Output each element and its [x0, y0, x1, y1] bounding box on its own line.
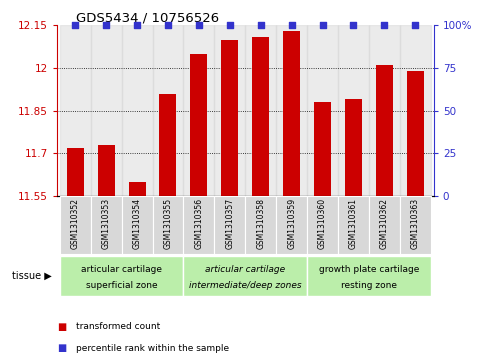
- Text: superficial zone: superficial zone: [86, 281, 157, 290]
- Text: GSM1310358: GSM1310358: [256, 198, 265, 249]
- Bar: [214, 196, 245, 254]
- Bar: [369, 196, 400, 254]
- Point: [411, 23, 419, 28]
- Bar: [400, 25, 431, 196]
- Text: GSM1310360: GSM1310360: [318, 198, 327, 249]
- Text: percentile rank within the sample: percentile rank within the sample: [76, 344, 230, 353]
- Bar: [221, 40, 238, 196]
- Bar: [190, 54, 208, 196]
- Bar: [369, 25, 400, 196]
- Bar: [307, 196, 338, 254]
- Point: [71, 23, 79, 28]
- Bar: [129, 182, 145, 196]
- Bar: [183, 256, 307, 296]
- Text: transformed count: transformed count: [76, 322, 161, 331]
- Bar: [60, 196, 91, 254]
- Point: [350, 23, 357, 28]
- Text: intermediate/deep zones: intermediate/deep zones: [189, 281, 302, 290]
- Text: GSM1310352: GSM1310352: [70, 198, 80, 249]
- Bar: [307, 256, 431, 296]
- Text: GSM1310361: GSM1310361: [349, 198, 358, 249]
- Text: GSM1310359: GSM1310359: [287, 198, 296, 249]
- Bar: [91, 25, 122, 196]
- Point: [102, 23, 110, 28]
- Point: [133, 23, 141, 28]
- Bar: [214, 25, 245, 196]
- Point: [257, 23, 265, 28]
- Text: resting zone: resting zone: [341, 281, 397, 290]
- Bar: [400, 196, 431, 254]
- Bar: [407, 71, 424, 196]
- Text: articular cartilage: articular cartilage: [205, 265, 285, 274]
- Bar: [245, 25, 276, 196]
- Bar: [338, 25, 369, 196]
- Text: GSM1310356: GSM1310356: [194, 198, 204, 249]
- Text: growth plate cartilage: growth plate cartilage: [319, 265, 419, 274]
- Text: tissue ▶: tissue ▶: [12, 271, 52, 281]
- Bar: [152, 196, 183, 254]
- Bar: [307, 25, 338, 196]
- Bar: [283, 31, 300, 196]
- Bar: [91, 196, 122, 254]
- Bar: [183, 196, 214, 254]
- Point: [226, 23, 234, 28]
- Bar: [159, 94, 176, 196]
- Text: GSM1310354: GSM1310354: [133, 198, 141, 249]
- Text: GSM1310362: GSM1310362: [380, 198, 389, 249]
- Bar: [98, 145, 115, 196]
- Text: GSM1310357: GSM1310357: [225, 198, 234, 249]
- Bar: [60, 25, 91, 196]
- Text: GSM1310353: GSM1310353: [102, 198, 110, 249]
- Bar: [338, 196, 369, 254]
- Bar: [60, 256, 183, 296]
- Text: ■: ■: [57, 322, 66, 332]
- Text: GSM1310363: GSM1310363: [411, 198, 420, 249]
- Bar: [245, 196, 276, 254]
- Bar: [276, 25, 307, 196]
- Point: [288, 23, 296, 28]
- Bar: [252, 37, 269, 196]
- Point: [318, 23, 326, 28]
- Bar: [67, 148, 84, 196]
- Bar: [345, 99, 362, 196]
- Point: [381, 23, 388, 28]
- Text: GDS5434 / 10756526: GDS5434 / 10756526: [75, 11, 219, 24]
- Bar: [122, 196, 152, 254]
- Text: articular cartilage: articular cartilage: [81, 265, 162, 274]
- Text: GSM1310355: GSM1310355: [164, 198, 173, 249]
- Bar: [152, 25, 183, 196]
- Bar: [376, 65, 393, 196]
- Bar: [183, 25, 214, 196]
- Point: [195, 23, 203, 28]
- Point: [164, 23, 172, 28]
- Bar: [276, 196, 307, 254]
- Bar: [314, 102, 331, 196]
- Text: ■: ■: [57, 343, 66, 354]
- Bar: [122, 25, 152, 196]
